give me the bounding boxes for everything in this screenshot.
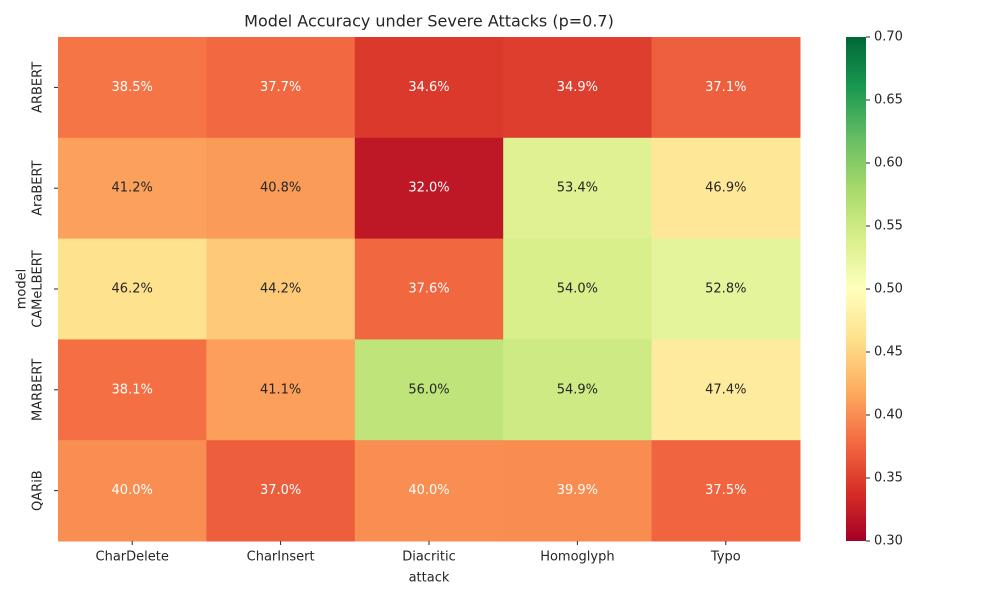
colorbar-tick-label: 0.30 — [874, 534, 903, 549]
x-tick-label: CharInsert — [247, 550, 315, 565]
y-tick-label: ARBERT — [31, 62, 46, 113]
heatmap-cell — [503, 440, 653, 542]
colorbar-tick-label: 0.60 — [874, 156, 903, 171]
cell-label: 41.1% — [260, 382, 301, 397]
heatmap-cell — [58, 238, 207, 340]
cell-label: 54.0% — [557, 282, 598, 297]
heatmap-cell — [206, 137, 356, 240]
cell-label: 40.0% — [112, 483, 153, 498]
cell-label: 37.0% — [260, 483, 301, 498]
y-tick-label: CAMeLBERT — [31, 250, 46, 328]
cell-label: 47.4% — [705, 382, 746, 397]
heatmap-cell — [354, 137, 504, 240]
cell-label: 39.9% — [557, 483, 598, 498]
colorbar-tick-label: 0.65 — [874, 93, 903, 108]
heatmap-cell — [503, 37, 653, 139]
heatmap-cell — [503, 137, 653, 240]
heatmap-cell — [354, 238, 504, 340]
heatmap-cell — [58, 339, 207, 441]
cell-label: 40.8% — [260, 181, 301, 196]
heatmap-cell — [58, 440, 207, 542]
colorbar-tick-label: 0.40 — [874, 408, 903, 423]
heatmap-cell — [651, 238, 801, 340]
y-tick-label: QARiB — [31, 470, 46, 511]
colorbar-tick-label: 0.45 — [874, 345, 903, 360]
heatmap-cell — [58, 37, 207, 139]
cell-label: 37.6% — [408, 282, 449, 297]
heatmap-cell — [354, 440, 504, 542]
heatmap-cell — [651, 137, 801, 240]
x-tick-label: Homoglyph — [540, 550, 614, 565]
cell-label: 34.9% — [557, 80, 598, 95]
cell-label: 52.8% — [705, 282, 746, 297]
x-tick-label: CharDelete — [96, 550, 169, 565]
cell-label: 37.1% — [705, 80, 746, 95]
cell-label: 37.7% — [260, 80, 301, 95]
cell-label: 56.0% — [408, 382, 449, 397]
heatmap-cell — [651, 440, 801, 542]
heatmap-cell — [58, 137, 207, 240]
colorbar-tick-label: 0.50 — [874, 282, 903, 297]
heatmap-cell — [206, 440, 356, 542]
cell-label: 40.0% — [408, 483, 449, 498]
heatmap-cell — [206, 238, 356, 340]
colorbar-tick-label: 0.35 — [874, 471, 903, 486]
x-tick-label: Diacritic — [402, 550, 456, 565]
cell-label: 38.5% — [112, 80, 153, 95]
colorbar-tick-label: 0.70 — [874, 30, 903, 45]
colorbar-tick-label: 0.55 — [874, 219, 903, 234]
heatmap-cell — [651, 339, 801, 441]
cell-label: 44.2% — [260, 282, 301, 297]
y-axis-label: model — [15, 269, 30, 309]
heatmap-cell — [503, 339, 653, 441]
cell-label: 46.9% — [705, 181, 746, 196]
heatmap-cell — [354, 37, 504, 139]
heatmap-cell — [206, 37, 356, 139]
cell-label: 53.4% — [557, 181, 598, 196]
cell-label: 41.2% — [112, 181, 153, 196]
heatmap-cell — [503, 238, 653, 340]
cell-label: 46.2% — [112, 282, 153, 297]
cell-label: 37.5% — [705, 483, 746, 498]
cell-label: 34.6% — [408, 80, 449, 95]
heatmap-cell — [651, 37, 801, 139]
cell-label: 54.9% — [557, 382, 598, 397]
cell-label: 32.0% — [408, 181, 449, 196]
heatmap-cell — [354, 339, 504, 441]
x-tick-label: Typo — [710, 550, 741, 565]
x-axis-label: attack — [409, 571, 450, 586]
chart-title: Model Accuracy under Severe Attacks (p=0… — [244, 12, 614, 31]
y-tick-label: MARBERT — [31, 359, 46, 421]
colorbar — [846, 37, 866, 541]
heatmap-cell — [206, 339, 356, 441]
cell-label: 38.1% — [112, 382, 153, 397]
y-tick-label: AraBERT — [31, 160, 46, 215]
